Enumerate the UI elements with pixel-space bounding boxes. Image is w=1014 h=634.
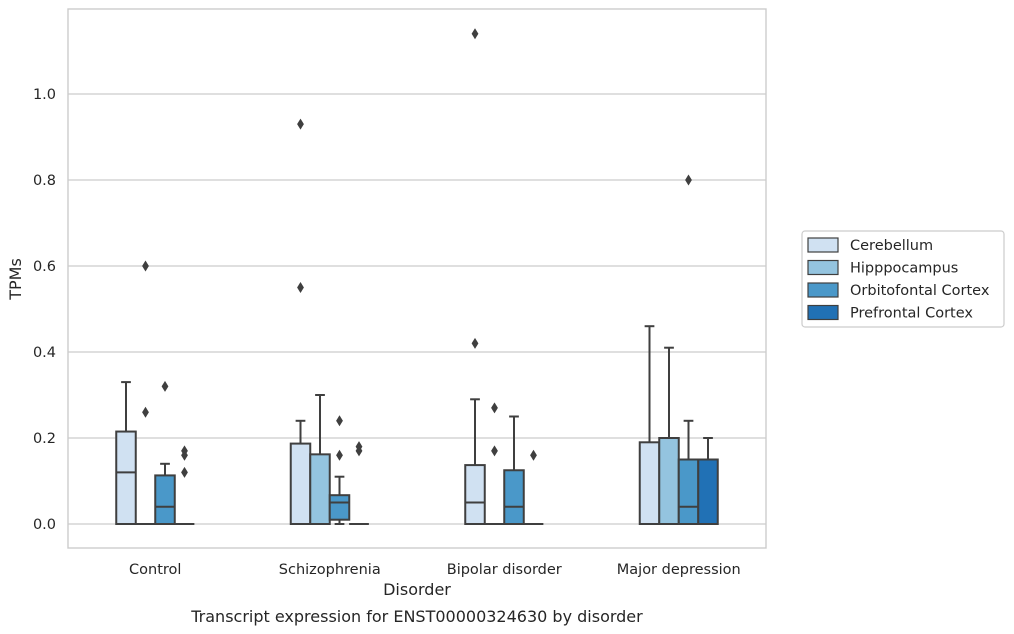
box-body xyxy=(464,464,486,525)
legend-label: Orbitofontal Cortex xyxy=(850,283,990,299)
box-prefrontal-cortex xyxy=(174,445,195,525)
box-body xyxy=(677,458,700,525)
box-orbitofontal-cortex xyxy=(503,415,525,525)
outlier-point xyxy=(181,466,188,478)
box-body xyxy=(289,442,312,525)
outlier-point xyxy=(336,449,343,461)
outlier-point xyxy=(142,260,149,272)
box-body xyxy=(638,441,661,525)
outlier-point xyxy=(491,445,498,457)
legend-label: Cerebellum xyxy=(850,238,933,254)
outlier-point xyxy=(181,445,188,457)
x-tick-label: Major depression xyxy=(617,562,741,578)
box-hipppocampus xyxy=(484,402,505,525)
outlier-point xyxy=(355,441,363,453)
y-tick-label: 0.6 xyxy=(33,259,56,275)
legend-swatch xyxy=(807,259,839,276)
outlier-point xyxy=(161,380,169,392)
outlier-point xyxy=(336,415,343,427)
legend-label: Hipppocampus xyxy=(850,261,958,277)
x-tick-label: Control xyxy=(129,562,181,578)
outlier-point xyxy=(297,282,304,293)
box-hipppocampus xyxy=(135,260,156,525)
outlier-point xyxy=(142,406,149,418)
plot-frame xyxy=(67,8,767,549)
box-orbitofontal-cortex xyxy=(154,380,176,526)
box-cerebellum xyxy=(638,325,661,525)
box-body xyxy=(503,469,525,525)
boxes xyxy=(115,28,719,526)
outlier-point xyxy=(685,174,692,186)
y-tick-label: 0.4 xyxy=(33,345,56,361)
y-tick-label: 0.0 xyxy=(33,517,56,533)
y-tick-label: 0.2 xyxy=(33,431,56,447)
box-hipppocampus xyxy=(658,346,680,525)
outlier-point xyxy=(530,449,537,461)
box-prefrontal-cortex xyxy=(697,437,719,525)
box-body xyxy=(658,437,680,525)
box-orbitofontal-cortex xyxy=(677,174,700,525)
box-prefrontal-cortex xyxy=(349,441,369,525)
legend-box xyxy=(801,230,1005,328)
box-prefrontal-cortex xyxy=(523,449,544,525)
x-axis-title: Disorder xyxy=(383,580,451,599)
outlier-point xyxy=(471,337,479,349)
box-body xyxy=(328,494,351,521)
box-body xyxy=(697,458,719,525)
outlier-point xyxy=(471,28,479,40)
outlier-point xyxy=(491,402,498,414)
legend-swatch xyxy=(807,282,839,298)
legend-label: Prefrontal Cortex xyxy=(850,306,973,322)
box-body xyxy=(115,430,137,525)
x-tick-label: Schizophrenia xyxy=(279,562,381,578)
x-axis-ticks: Control Schizophrenia Bipolar disorder Majo… xyxy=(129,562,741,578)
box-body xyxy=(309,453,331,525)
legend-swatch xyxy=(807,237,839,253)
box-cerebellum xyxy=(464,28,486,525)
box-body xyxy=(154,474,176,526)
box-cerebellum xyxy=(115,381,137,525)
box-hipppocampus xyxy=(309,394,331,525)
y-tick-label: 1.0 xyxy=(33,87,56,103)
y-axis-ticks: 0.0 0.2 0.4 0.6 0.8 1.0 xyxy=(33,87,56,533)
outlier-point xyxy=(297,118,304,130)
legend: Cerebellum Hipppocampus Orbitofontal Corte… xyxy=(801,230,1005,328)
chart-caption: Transcript expression for ENST0000032463… xyxy=(190,607,643,626)
y-axis-title: TPMs xyxy=(6,258,25,301)
y-tick-label: 0.8 xyxy=(33,173,56,189)
legend-swatch xyxy=(807,304,839,321)
box-orbitofontal-cortex xyxy=(328,415,351,525)
x-tick-label: Bipolar disorder xyxy=(447,562,562,578)
